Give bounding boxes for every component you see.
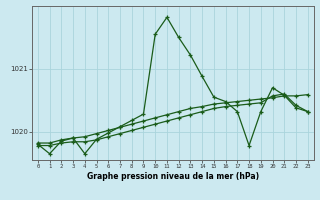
X-axis label: Graphe pression niveau de la mer (hPa): Graphe pression niveau de la mer (hPa) — [87, 172, 259, 181]
